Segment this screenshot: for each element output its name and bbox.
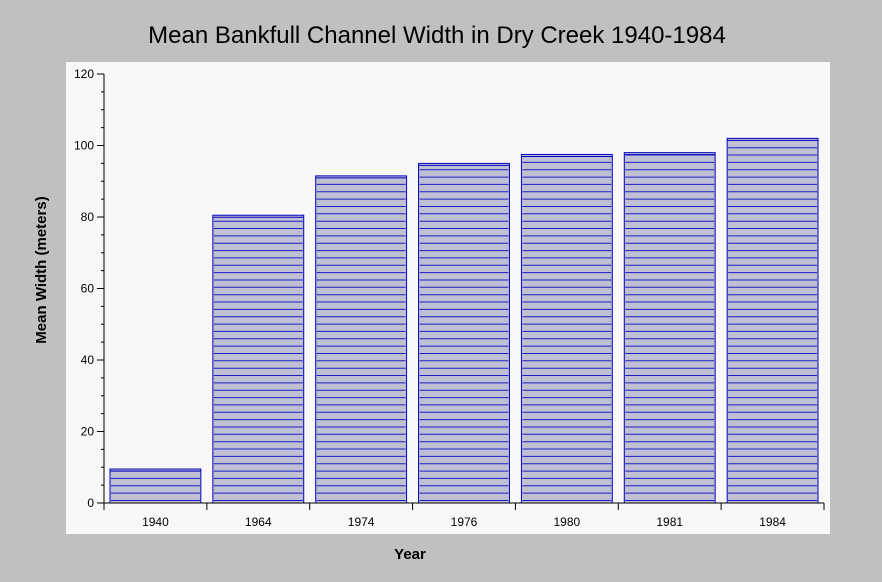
y-tick-label-80: 80 xyxy=(81,210,95,224)
chart-title: Mean Bankfull Channel Width in Dry Creek… xyxy=(148,22,726,49)
bar-fill-1981 xyxy=(623,152,716,504)
y-tick-label-20: 20 xyxy=(81,425,95,439)
bar-hatch-1940 xyxy=(111,470,200,501)
axes-layer xyxy=(97,73,825,510)
bar-hatch-1974 xyxy=(316,183,406,501)
bar-1974 xyxy=(315,175,408,504)
x-tick-label-1976: 1976 xyxy=(451,515,478,529)
x-tick-label-1984: 1984 xyxy=(759,515,786,529)
y-tick-label-40: 40 xyxy=(81,353,95,367)
x-axis-label: Year xyxy=(394,546,426,563)
x-tick-label-1980: 1980 xyxy=(554,515,581,529)
bar-1976 xyxy=(418,162,510,504)
y-axis-label: Mean Width (meters) xyxy=(33,196,50,343)
x-tick-label-1964: 1964 xyxy=(245,515,272,529)
x-tick-label-1981: 1981 xyxy=(656,515,683,529)
bar-1964 xyxy=(212,214,305,504)
tick-labels-layer: 0 20 40 60 80 100 120 1940 1964 1974 1976 1980 1981 1… xyxy=(74,67,786,529)
bar-fill-1976 xyxy=(418,162,510,504)
bar-1981 xyxy=(623,152,716,504)
y-tick-label-120: 120 xyxy=(74,67,94,81)
bar-fill-1984 xyxy=(726,137,819,504)
bar-fill-1974 xyxy=(315,175,408,504)
bar-hatch-1980 xyxy=(522,161,612,501)
bar-hatch-1984 xyxy=(728,147,817,501)
y-tick-label-100: 100 xyxy=(74,139,94,153)
bar-1980 xyxy=(520,153,613,504)
bar-1940 xyxy=(109,468,202,504)
bar-hatch-1981 xyxy=(625,154,715,501)
bar-fill-1964 xyxy=(212,214,305,504)
y-tick-label-0: 0 xyxy=(87,496,94,510)
bar-hatch-1976 xyxy=(419,169,509,501)
x-tick-label-1974: 1974 xyxy=(348,515,375,529)
y-tick-label-60: 60 xyxy=(81,282,95,296)
bar-fill-1980 xyxy=(520,153,613,504)
bar-1984 xyxy=(726,137,819,504)
bars-layer xyxy=(109,137,819,504)
bar-hatch-1964 xyxy=(213,220,303,501)
x-tick-label-1940: 1940 xyxy=(142,515,169,529)
